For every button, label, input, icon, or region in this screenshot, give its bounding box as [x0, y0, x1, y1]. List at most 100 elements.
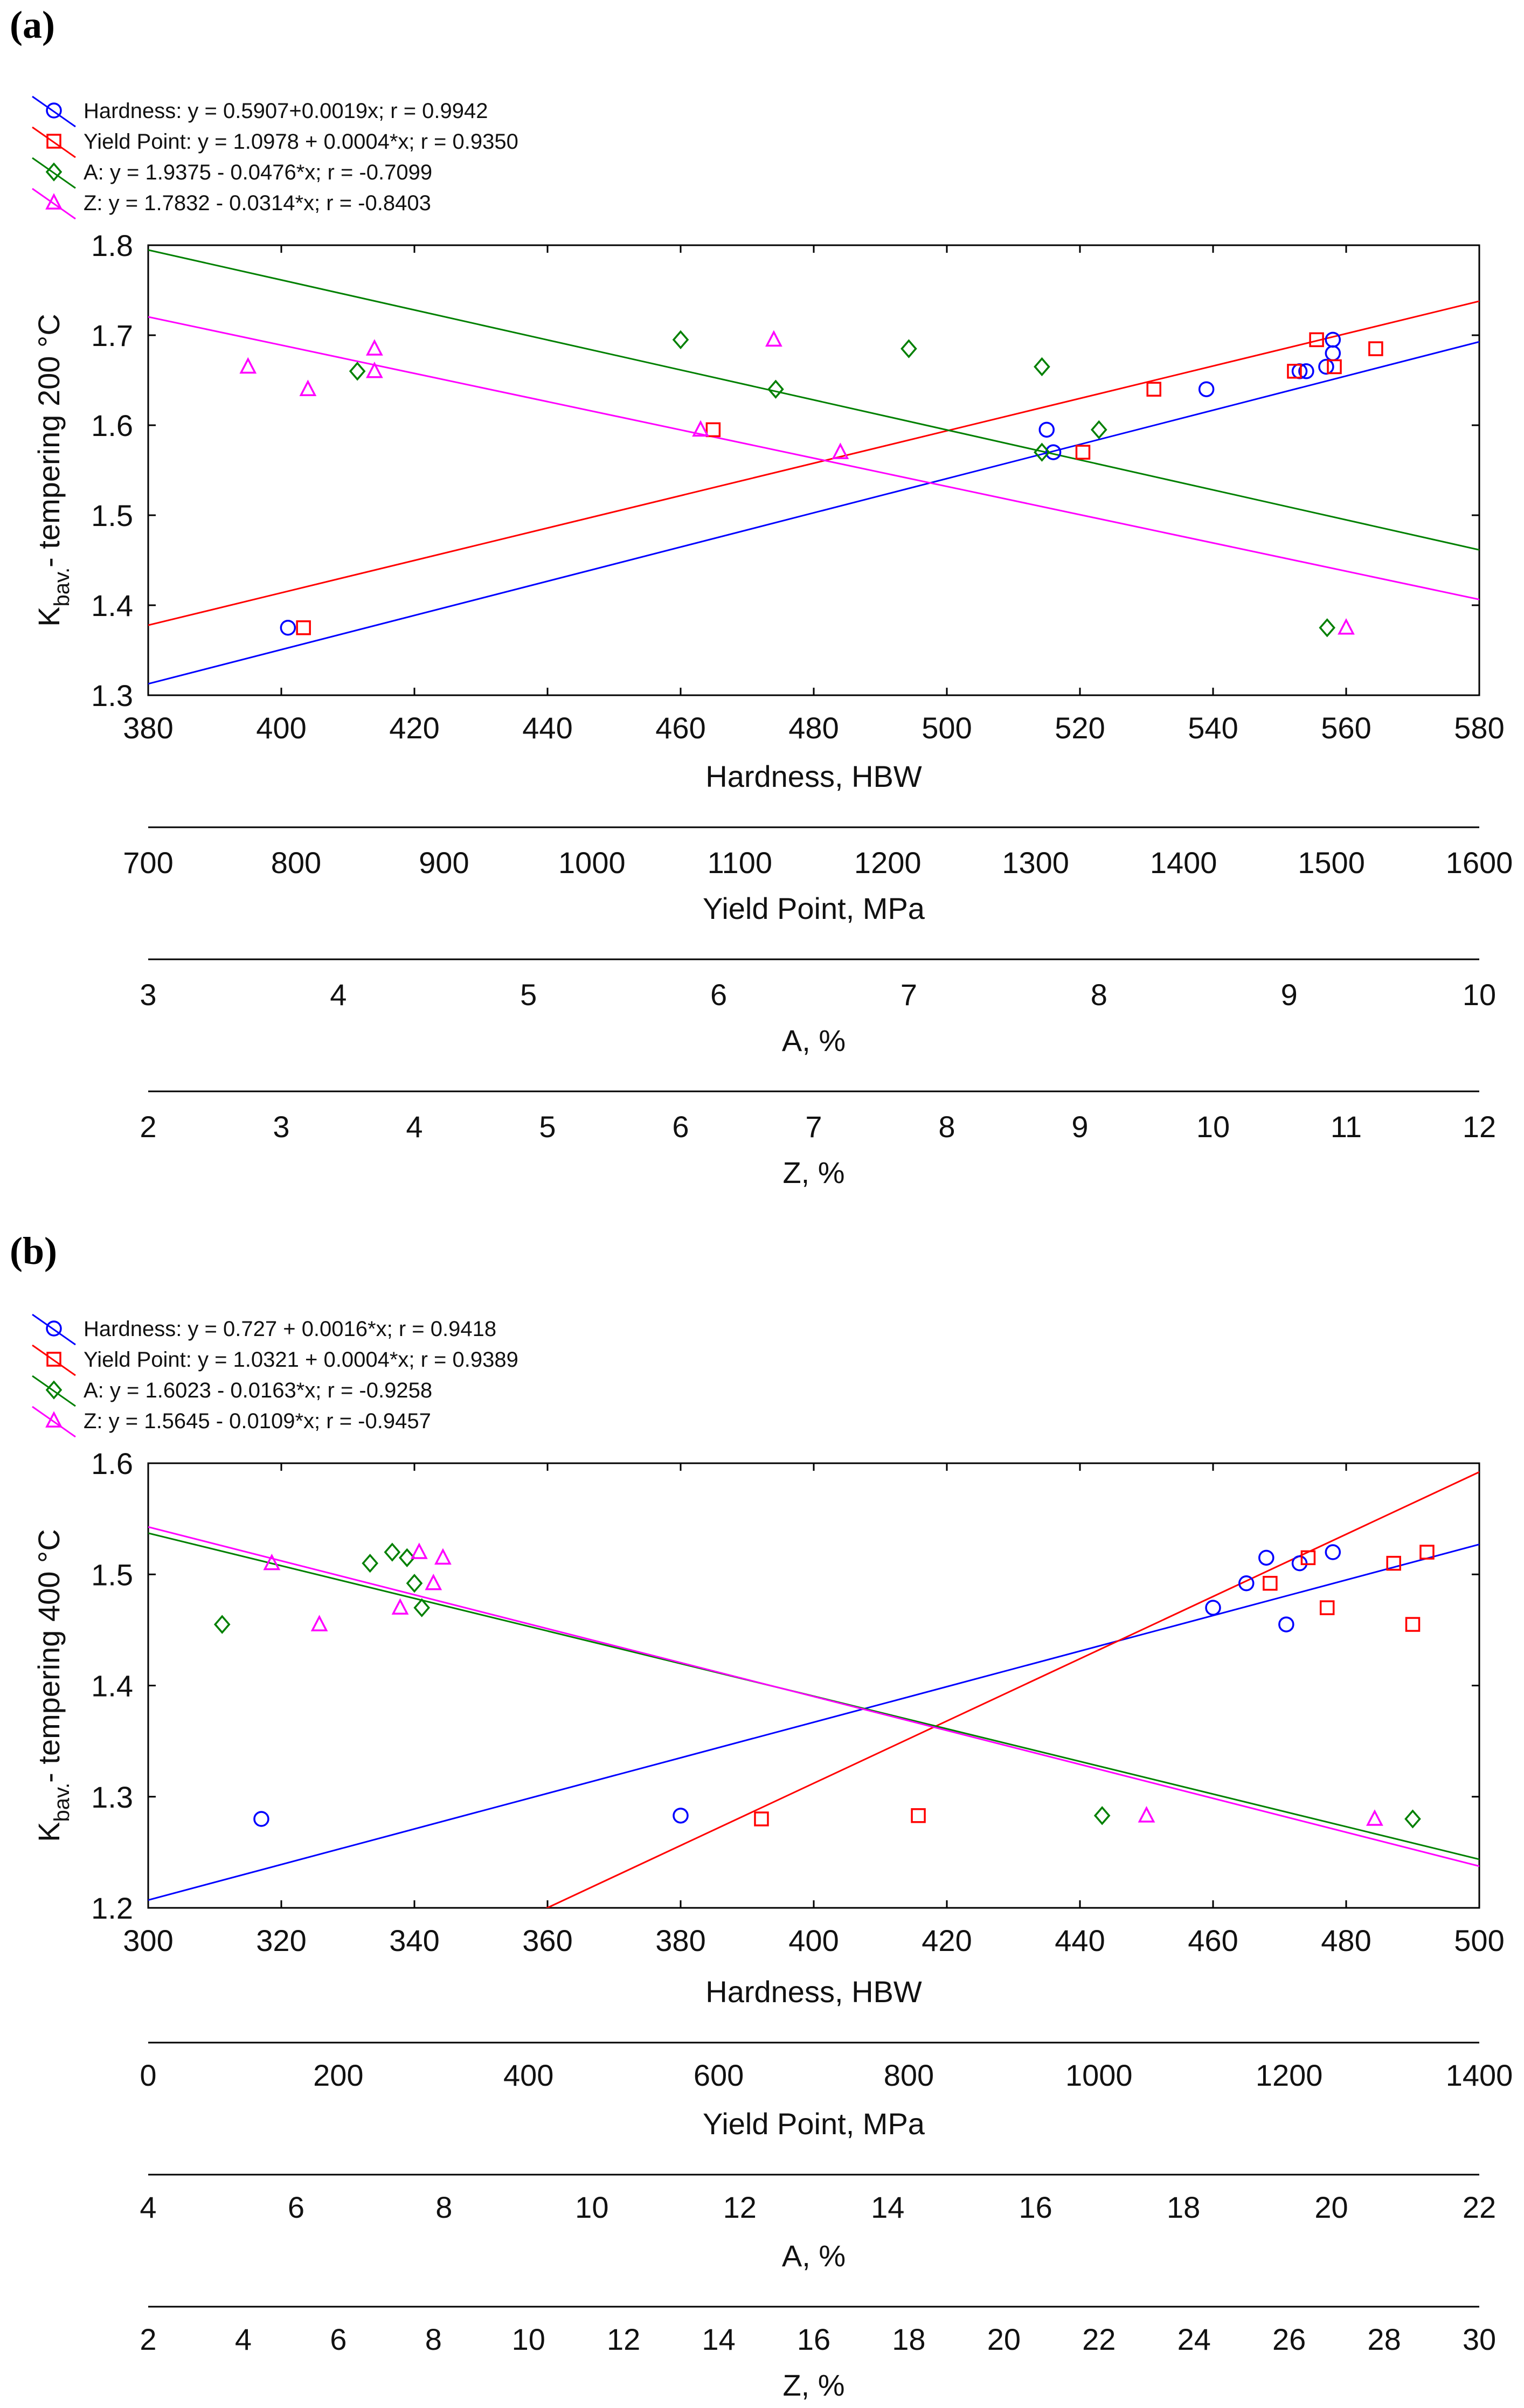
x-axis-title: Yield Point, MPa [703, 2107, 925, 2141]
chart-panel-a: (a) Hardness: y = 0.5907+0.0019x; r = 0.9… [10, 3, 1513, 1189]
x-tick-label: 14 [702, 2322, 735, 2356]
legend-line-yield-point [32, 1344, 76, 1376]
data-point-yield-point [1309, 332, 1324, 348]
x-tick-label: 380 [655, 1923, 705, 1957]
data-point-yield-point [1146, 382, 1161, 397]
x-tick-label: 18 [892, 2322, 925, 2356]
regression-line-yield-point [148, 300, 1479, 626]
x-tick-label: 600 [694, 2058, 744, 2092]
x-tick-label: 14 [871, 2190, 904, 2224]
x-tick-label: 30 [1463, 2322, 1496, 2356]
plot-frame [147, 244, 1480, 696]
regression-line-z [148, 316, 1479, 600]
legend-entry: A: y = 1.9375 - 0.0476*x; r = -0.7099 [84, 161, 432, 184]
y-axis-title: Kbav.- tempering 400 °C [32, 1529, 74, 1842]
data-point-z [1138, 1806, 1155, 1823]
x-tick-label: 1500 [1298, 846, 1365, 880]
x-tick-label: 10 [1196, 1110, 1230, 1144]
y-tick-label: 1.4 [91, 1669, 133, 1703]
regression-line-yield-point [545, 1471, 1479, 1908]
legend-line-hardness [32, 95, 76, 128]
data-point-hardness [1045, 444, 1062, 460]
x-tick-label: 16 [797, 2322, 830, 2356]
x-tick-label: 20 [1314, 2190, 1348, 2224]
x-tick-label: 900 [419, 846, 469, 880]
data-point-hardness [1278, 1616, 1294, 1632]
data-point-hardness [1318, 358, 1334, 375]
data-point-yield-point [1405, 1617, 1421, 1632]
x-tick-label: 400 [503, 2058, 553, 2092]
legend-entry: Yield Point: y = 1.0321 + 0.0004*x; r = … [84, 1348, 518, 1372]
data-point-z [239, 357, 257, 374]
legend: Hardness: y = 0.5907+0.0019x; r = 0.9942… [32, 95, 518, 220]
x-tick-label: 8 [1091, 978, 1107, 1012]
regression-line-a [148, 249, 1479, 551]
regression-line-hardness [148, 1544, 1479, 1901]
x-tick-label: 340 [389, 1923, 439, 1957]
x-axis-title: A, % [782, 1023, 846, 1057]
data-point-a [1093, 1806, 1111, 1825]
x-tick-label: 200 [313, 2058, 363, 2092]
x-tick-label: 26 [1272, 2322, 1306, 2356]
x-tick-label: 500 [1454, 1923, 1504, 1957]
x-tick-label: 10 [512, 2322, 545, 2356]
data-point-z [765, 330, 782, 347]
legend-entry: Hardness: y = 0.5907+0.0019x; r = 0.9942 [84, 99, 488, 123]
data-point-z [1338, 618, 1355, 635]
data-point-yield-point [1263, 1576, 1278, 1591]
data-point-hardness [253, 1811, 269, 1827]
data-point-z [1366, 1809, 1383, 1826]
x-tick-label: 8 [435, 2190, 452, 2224]
x-tick-label: 560 [1321, 711, 1371, 745]
x-tick-label: 6 [710, 978, 727, 1012]
y-axis-title-subscript: bav. [50, 568, 74, 607]
data-point-z [366, 362, 383, 378]
panel-label: (a) [10, 3, 55, 46]
data-point-a [1404, 1809, 1421, 1829]
x-tick-label: 700 [123, 846, 173, 880]
x-tick-label: 460 [1188, 1923, 1238, 1957]
x-tick-label: 480 [788, 711, 839, 745]
x-tick-label: 18 [1167, 2190, 1200, 2224]
data-point-z [434, 1548, 452, 1565]
x-tick-label: 3 [140, 978, 156, 1012]
legend-entry: Hardness: y = 0.727 + 0.0016*x; r = 0.94… [84, 1317, 496, 1341]
x-tick-label: 12 [723, 2190, 757, 2224]
y-tick-label: 1.5 [91, 1558, 133, 1592]
x-tick-label: 6 [330, 2322, 347, 2356]
x-tick-label: 9 [1071, 1110, 1088, 1144]
legend-line-hardness [32, 1313, 76, 1346]
x-tick-label: 4 [235, 2322, 252, 2356]
data-point-z [832, 442, 849, 459]
legend: Hardness: y = 0.727 + 0.0016*x; r = 0.94… [32, 1313, 518, 1438]
regression-line-hardness [148, 341, 1479, 685]
data-point-a [1090, 420, 1107, 440]
x-tick-label: 420 [389, 711, 439, 745]
x-tick-label: 4 [140, 2190, 156, 2224]
x-tick-label: 480 [1321, 1923, 1371, 1957]
x-tick-label: 440 [522, 711, 572, 745]
x-tick-label: 800 [271, 846, 321, 880]
data-point-a [1319, 618, 1336, 638]
x-tick-label: 400 [256, 711, 306, 745]
x-tick-label: 9 [1281, 978, 1298, 1012]
data-point-yield-point [705, 422, 721, 438]
x-tick-label: 5 [520, 978, 537, 1012]
data-point-a [900, 339, 917, 358]
legend-marker-a [45, 162, 63, 182]
y-axis-title-subscript: bav. [50, 1783, 74, 1822]
chart-panel-b: (b) Hardness: y = 0.727 + 0.0016*x; r = 0… [10, 1229, 1513, 2402]
plot-frame [147, 1462, 1480, 1909]
x-axis-title: Hardness, HBW [705, 1975, 922, 2009]
x-tick-label: 10 [1463, 978, 1496, 1012]
x-axis-title: Z, % [782, 1155, 844, 1189]
x-tick-label: 5 [539, 1110, 556, 1144]
x-axis-title: Z, % [782, 2368, 844, 2402]
x-tick-label: 1300 [1002, 846, 1069, 880]
data-point-yield-point [1327, 359, 1342, 375]
y-tick-label: 1.5 [91, 499, 133, 532]
data-point-hardness [1298, 363, 1314, 379]
x-tick-label: 1400 [1446, 2058, 1513, 2092]
x-tick-label: 16 [1019, 2190, 1052, 2224]
x-tick-label: 22 [1463, 2190, 1496, 2224]
